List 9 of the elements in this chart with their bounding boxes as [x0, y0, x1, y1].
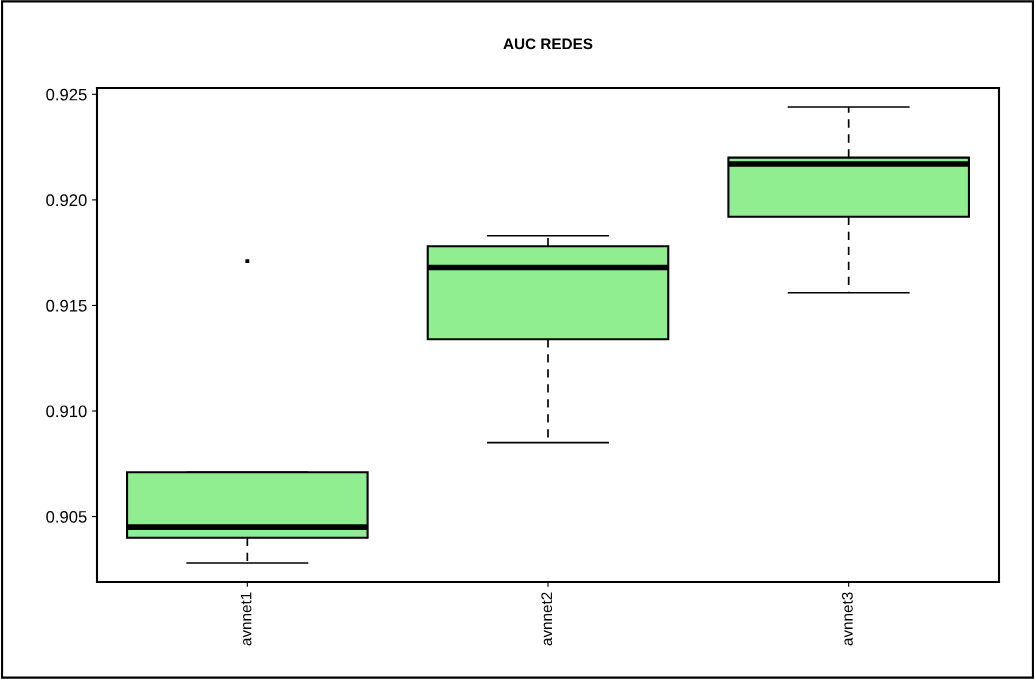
x-tick-label: avnnet1 — [240, 592, 252, 646]
y-tick-label: 0.920 — [46, 194, 87, 207]
y-tick-label: 0.910 — [46, 405, 87, 418]
y-tick-label: 0.905 — [46, 510, 87, 523]
y-tick-label: 0.915 — [46, 299, 87, 312]
chart-title: AUC REDES — [503, 38, 593, 50]
y-tick-label: 0.925 — [46, 88, 87, 101]
x-tick-label: avnnet2 — [541, 592, 553, 646]
x-tick-label: avnnet3 — [841, 592, 853, 646]
